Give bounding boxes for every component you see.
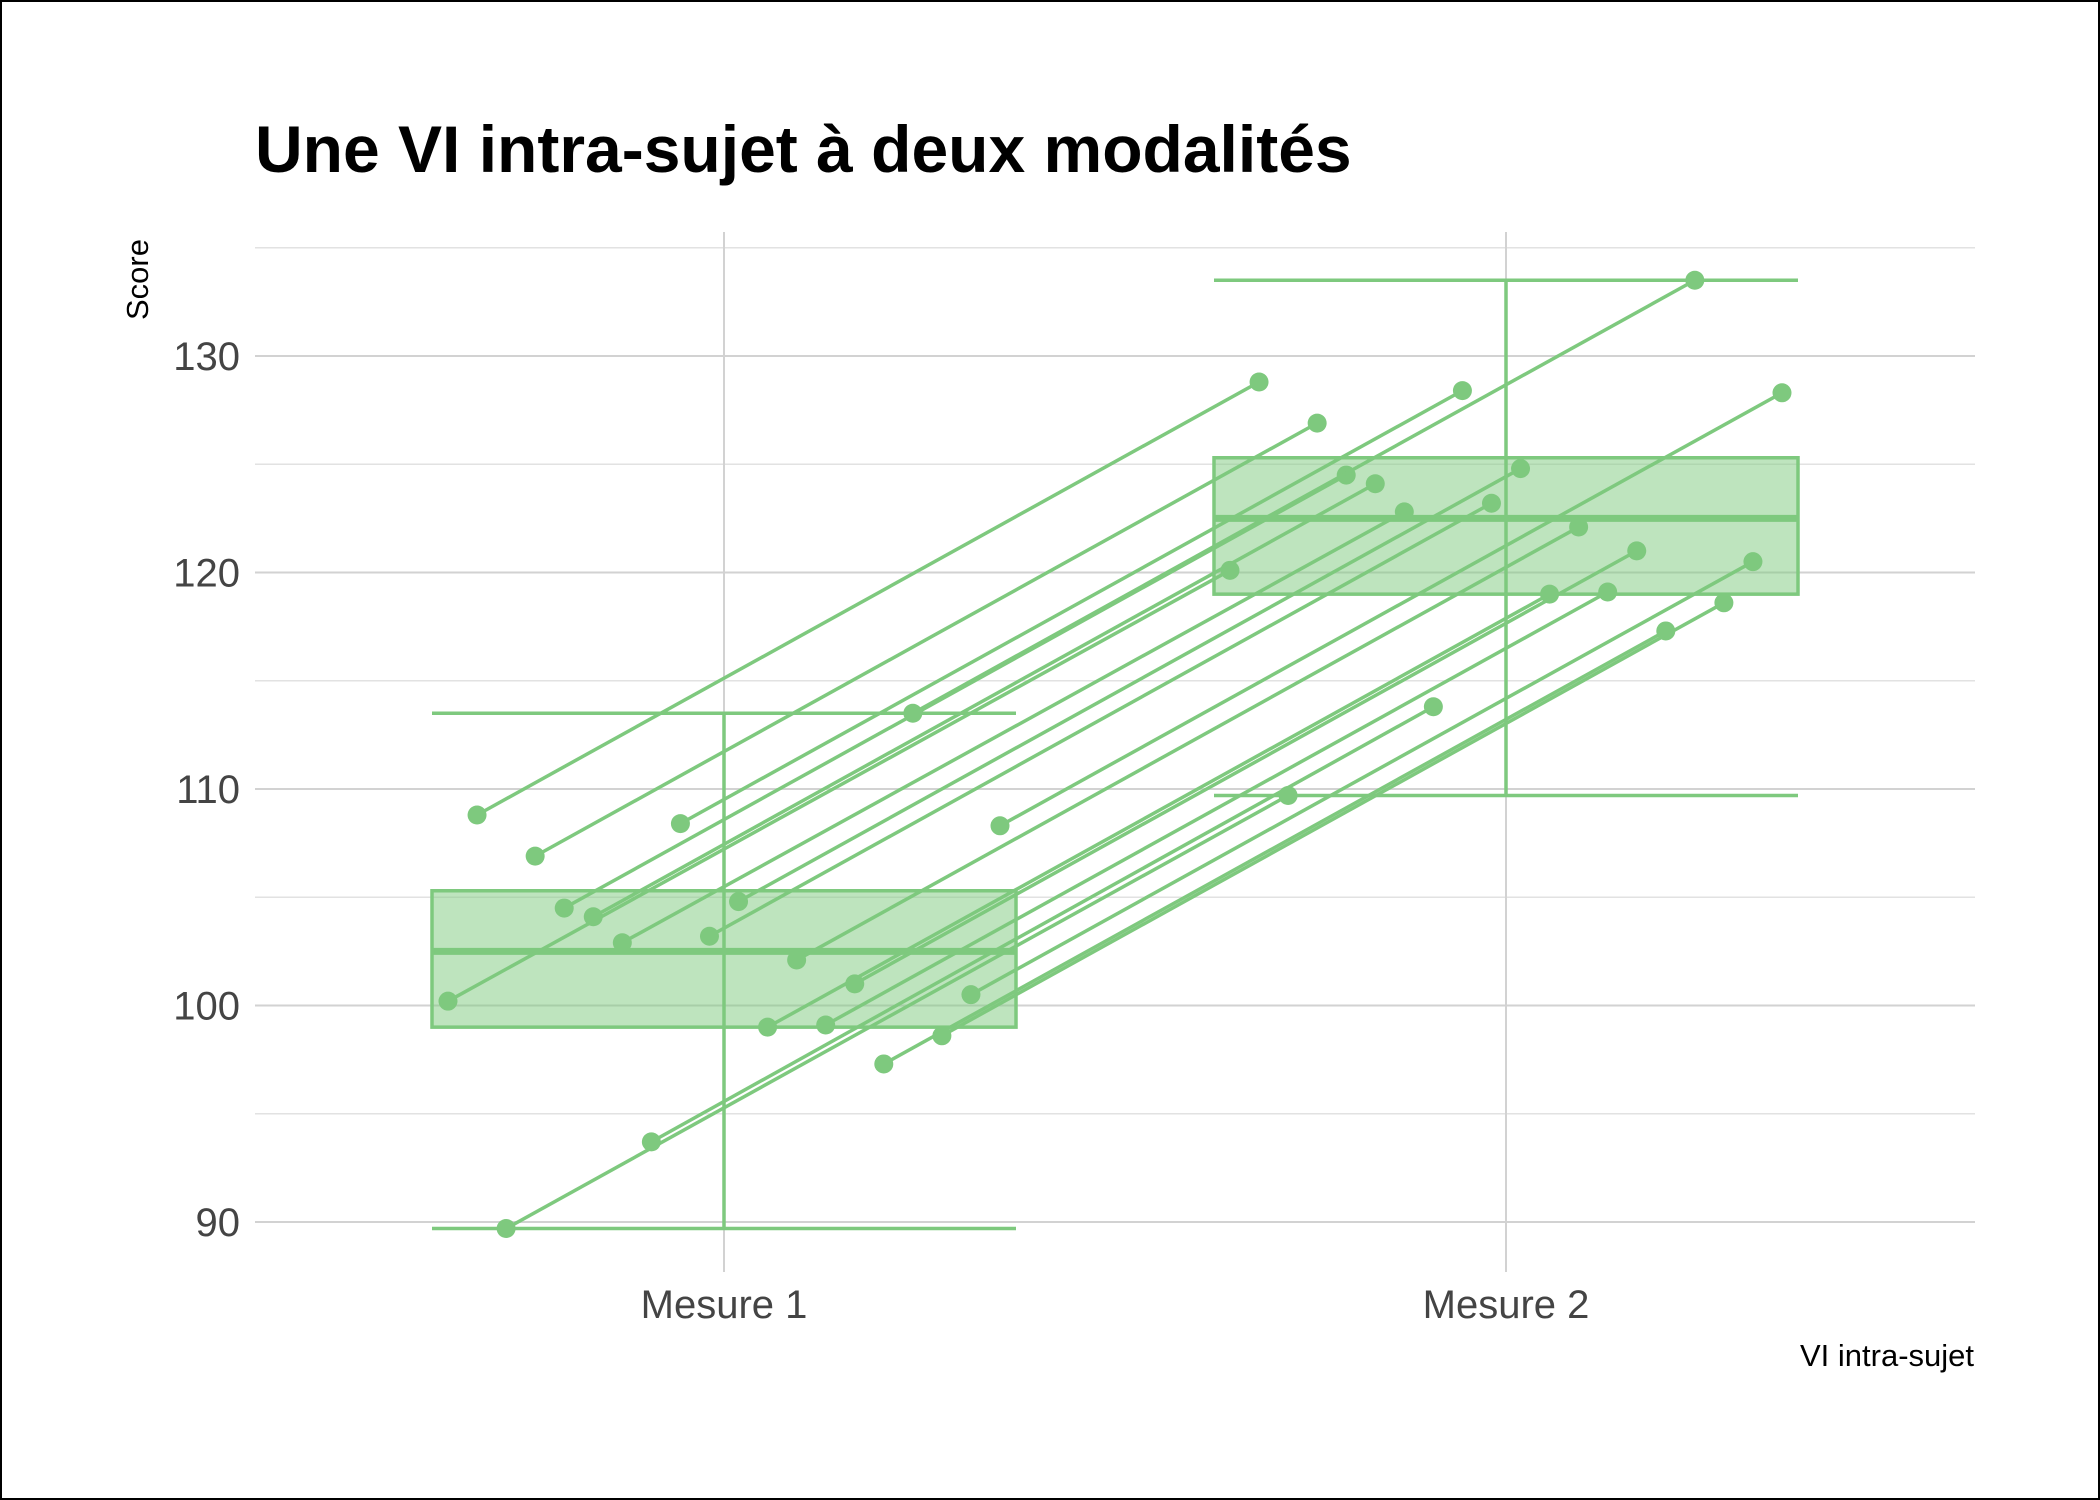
pair-line xyxy=(621,510,1406,945)
boxes xyxy=(430,278,1800,1231)
subject-pair xyxy=(729,459,1531,912)
subject-pair xyxy=(845,541,1647,994)
pair-line xyxy=(824,590,1609,1027)
subject-pair xyxy=(467,372,1269,825)
pair-line xyxy=(853,549,1638,986)
pair-line xyxy=(882,629,1667,1066)
subject-pair xyxy=(816,582,1618,1035)
subject-pair xyxy=(758,584,1560,1037)
point-mesure-2 xyxy=(1481,493,1501,513)
x-tick-label: Mesure 1 xyxy=(641,1283,808,1327)
point-mesure-1 xyxy=(787,950,807,970)
point-mesure-1 xyxy=(525,846,545,866)
subject-pair xyxy=(641,697,1443,1152)
subject-pair xyxy=(787,517,1589,970)
point-mesure-1 xyxy=(845,974,865,994)
point-mesure-2 xyxy=(1423,697,1443,717)
point-mesure-2 xyxy=(1714,593,1734,613)
point-mesure-1 xyxy=(496,1218,516,1238)
pair-line xyxy=(650,705,1435,1144)
pair-line xyxy=(505,793,1289,1231)
paired-observations xyxy=(438,270,1792,1238)
point-mesure-1 xyxy=(758,1017,778,1037)
point-mesure-2 xyxy=(1569,517,1589,537)
pair-line xyxy=(737,467,1522,904)
pair-line xyxy=(911,278,1696,715)
boxplot-2 xyxy=(1212,278,1800,798)
subject-pair xyxy=(670,381,1472,834)
point-mesure-1 xyxy=(583,907,603,927)
point-mesure-2 xyxy=(1540,584,1560,604)
subject-pair xyxy=(583,474,1385,927)
subject-pair xyxy=(699,493,1501,946)
point-mesure-1 xyxy=(932,1026,952,1046)
subject-pair xyxy=(612,502,1414,953)
y-tick-label: 110 xyxy=(176,768,240,812)
point-mesure-1 xyxy=(438,991,458,1011)
point-mesure-1 xyxy=(467,805,487,825)
point-mesure-2 xyxy=(1365,474,1385,494)
axis-ticks: 90 100 110 120 130 Mesure 1 Mesure 2 xyxy=(173,335,1589,1327)
subject-pair xyxy=(961,552,1763,1005)
y-tick-label: 90 xyxy=(196,1201,241,1245)
point-mesure-2 xyxy=(1307,413,1327,433)
box-iqr xyxy=(430,889,1018,1029)
point-mesure-2 xyxy=(1772,383,1792,403)
pair-line xyxy=(795,525,1580,962)
y-axis-label: Score xyxy=(120,239,155,320)
point-mesure-1 xyxy=(554,898,574,918)
point-mesure-1 xyxy=(670,814,690,834)
grid xyxy=(255,232,1975,1272)
boxplot-1 xyxy=(430,711,1018,1231)
point-mesure-1 xyxy=(612,933,632,953)
point-mesure-2 xyxy=(1627,541,1647,561)
pair-line xyxy=(708,501,1493,938)
point-mesure-1 xyxy=(961,985,981,1005)
pair-line xyxy=(476,380,1260,817)
point-mesure-1 xyxy=(816,1015,836,1035)
point-mesure-2 xyxy=(1685,270,1705,290)
subject-pair xyxy=(932,593,1734,1046)
y-tick-label: 130 xyxy=(173,335,240,379)
pair-line xyxy=(766,592,1551,1029)
pair-line xyxy=(679,389,1464,826)
box-iqr xyxy=(1212,456,1800,596)
point-mesure-2 xyxy=(1452,381,1472,401)
point-mesure-2 xyxy=(1394,502,1414,522)
y-tick-label: 120 xyxy=(173,552,240,596)
subject-pair xyxy=(990,383,1792,836)
pair-line xyxy=(941,601,1725,1038)
chart-title: Une VI intra-sujet à deux modalités xyxy=(255,112,1352,186)
pair-line xyxy=(592,482,1377,919)
point-mesure-2 xyxy=(1743,552,1763,572)
pair-line xyxy=(534,421,1319,858)
subject-pair xyxy=(438,560,1240,1011)
pair-line xyxy=(999,391,1783,828)
subject-pair xyxy=(496,785,1298,1238)
subject-pair xyxy=(525,413,1327,866)
point-mesure-1 xyxy=(874,1054,894,1074)
point-mesure-2 xyxy=(1249,372,1269,392)
pair-line xyxy=(447,568,1231,1003)
point-mesure-1 xyxy=(903,703,923,723)
pair-line xyxy=(970,560,1754,997)
point-mesure-2 xyxy=(1511,459,1531,479)
x-axis-label: VI intra-sujet xyxy=(1800,1338,1974,1373)
point-mesure-1 xyxy=(729,892,749,912)
point-mesure-1 xyxy=(641,1132,661,1152)
point-mesure-1 xyxy=(699,926,719,946)
point-mesure-2 xyxy=(1598,582,1618,602)
point-mesure-1 xyxy=(990,816,1010,836)
x-tick-label: Mesure 2 xyxy=(1423,1283,1590,1327)
subject-pair xyxy=(903,270,1705,723)
y-tick-label: 100 xyxy=(173,985,240,1029)
subject-pair xyxy=(874,621,1676,1074)
